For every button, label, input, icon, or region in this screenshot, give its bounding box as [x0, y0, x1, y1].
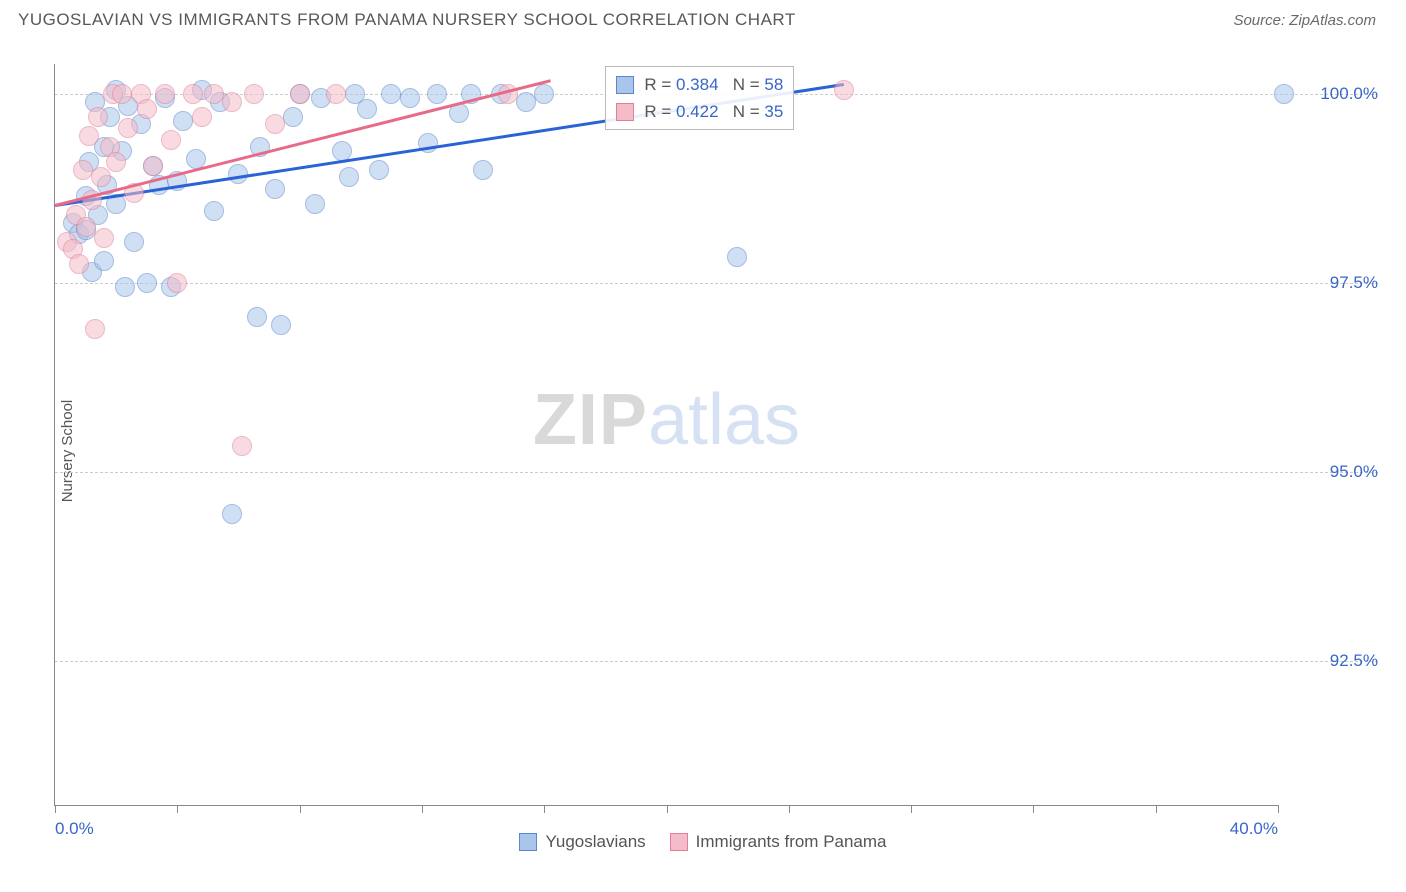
scatter-point [727, 247, 747, 267]
legend-label: Yugoslavians [545, 832, 645, 852]
xtick [911, 805, 912, 813]
ytick-label: 100.0% [1288, 84, 1378, 104]
legend-swatch [519, 833, 537, 851]
scatter-point [290, 84, 310, 104]
xtick [544, 805, 545, 813]
xtick [789, 805, 790, 813]
scatter-point [369, 160, 389, 180]
chart-container: Nursery School ZIPatlas 92.5%95.0%97.5%1… [18, 40, 1388, 862]
scatter-point [167, 273, 187, 293]
scatter-point [305, 194, 325, 214]
legend-label: Immigrants from Panama [696, 832, 887, 852]
scatter-point [79, 126, 99, 146]
scatter-point [85, 319, 105, 339]
scatter-point [400, 88, 420, 108]
scatter-point [183, 84, 203, 104]
scatter-point [155, 84, 175, 104]
ytick-label: 97.5% [1288, 273, 1378, 293]
scatter-point [326, 84, 346, 104]
scatter-point [137, 273, 157, 293]
scatter-point [186, 149, 206, 169]
scatter-point [381, 84, 401, 104]
scatter-point [173, 111, 193, 131]
scatter-point [232, 436, 252, 456]
scatter-point [265, 179, 285, 199]
legend-swatch [616, 76, 634, 94]
xtick [422, 805, 423, 813]
scatter-point [427, 84, 447, 104]
scatter-point [265, 114, 285, 134]
xtick [1278, 805, 1279, 813]
gridline-h [55, 283, 1378, 284]
scatter-point [124, 232, 144, 252]
scatter-point [137, 99, 157, 119]
scatter-point [115, 277, 135, 297]
legend-item: Yugoslavians [519, 832, 645, 852]
scatter-point [339, 167, 359, 187]
xtick [55, 805, 56, 813]
scatter-point [73, 160, 93, 180]
scatter-point [106, 152, 126, 172]
scatter-point [88, 107, 108, 127]
legend-swatch [670, 833, 688, 851]
scatter-point [91, 167, 111, 187]
scatter-point [271, 315, 291, 335]
legend-stats-row: R = 0.384 N = 58 [616, 71, 783, 98]
scatter-point [516, 92, 536, 112]
gridline-h [55, 661, 1378, 662]
scatter-point [94, 251, 114, 271]
ytick-label: 92.5% [1288, 651, 1378, 671]
xtick [667, 805, 668, 813]
scatter-point [118, 118, 138, 138]
scatter-point [204, 201, 224, 221]
scatter-point [283, 107, 303, 127]
chart-title: YUGOSLAVIAN VS IMMIGRANTS FROM PANAMA NU… [18, 10, 796, 30]
watermark: ZIPatlas [533, 379, 800, 461]
legend-item: Immigrants from Panama [670, 832, 887, 852]
xtick [177, 805, 178, 813]
scatter-point [534, 84, 554, 104]
scatter-point [143, 156, 163, 176]
scatter-point [1274, 84, 1294, 104]
gridline-h [55, 472, 1378, 473]
xtick [300, 805, 301, 813]
scatter-point [192, 107, 212, 127]
xtick [1033, 805, 1034, 813]
scatter-point [473, 160, 493, 180]
watermark-zip: ZIP [533, 380, 648, 460]
watermark-atlas: atlas [648, 380, 800, 460]
scatter-point [112, 84, 132, 104]
scatter-point [834, 80, 854, 100]
scatter-point [357, 99, 377, 119]
scatter-point [204, 84, 224, 104]
xtick [1156, 805, 1157, 813]
scatter-point [244, 84, 264, 104]
legend-bottom: Yugoslavians Immigrants from Panama [18, 832, 1388, 852]
scatter-point [161, 130, 181, 150]
legend-stats-row: R = 0.422 N = 35 [616, 98, 783, 125]
ytick-label: 95.0% [1288, 462, 1378, 482]
scatter-point [222, 504, 242, 524]
source-label: Source: ZipAtlas.com [1233, 12, 1376, 29]
legend-stats-text: R = 0.422 N = 35 [644, 98, 783, 125]
legend-swatch [616, 103, 634, 121]
scatter-point [247, 307, 267, 327]
scatter-point [418, 133, 438, 153]
legend-stats: R = 0.384 N = 58R = 0.422 N = 35 [605, 66, 794, 130]
scatter-point [76, 217, 96, 237]
scatter-point [94, 228, 114, 248]
legend-stats-text: R = 0.384 N = 58 [644, 71, 783, 98]
plot-area: ZIPatlas 92.5%95.0%97.5%100.0%0.0%40.0%R… [54, 64, 1278, 806]
scatter-point [228, 164, 248, 184]
scatter-point [69, 254, 89, 274]
scatter-point [222, 92, 242, 112]
